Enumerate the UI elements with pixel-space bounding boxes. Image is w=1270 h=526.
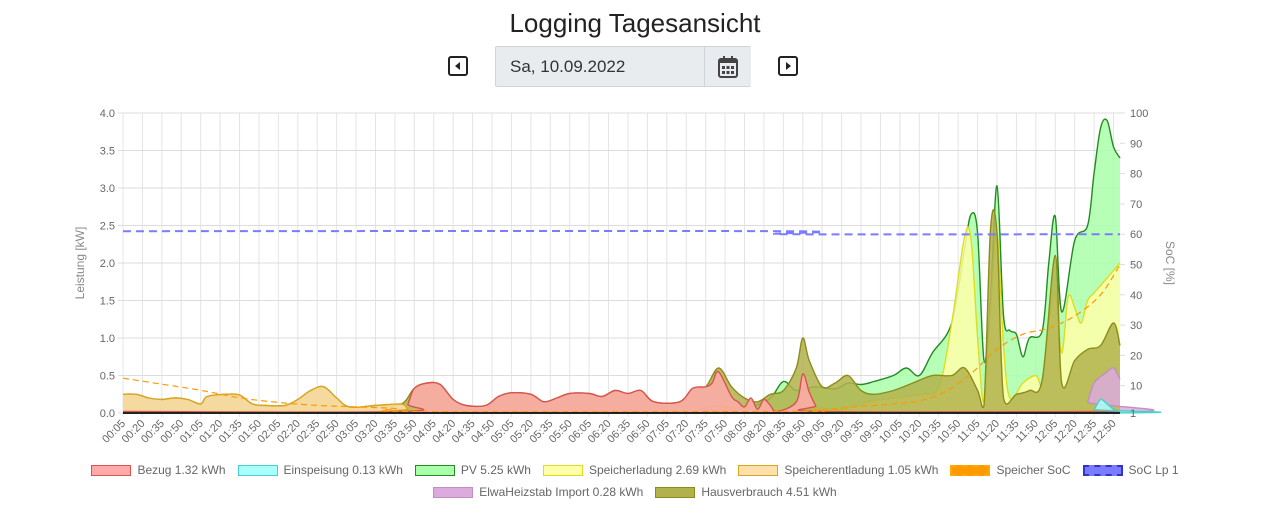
series-6	[122, 229, 1121, 236]
legend-item[interactable]: ElwaHeizstab Import 0.28 kWh	[433, 485, 643, 499]
series-line	[122, 264, 1121, 413]
legend-item[interactable]: Einspeisung 0.13 kWh	[237, 463, 403, 477]
legend-item[interactable]: Speicherladung 2.69 kWh	[542, 463, 727, 477]
legend-item[interactable]: Speicher SoC	[950, 463, 1071, 477]
legend-label: Einspeisung 0.13 kWh	[283, 463, 403, 477]
y-left-tick-label: 1.0	[100, 333, 115, 345]
caret-left-square-icon	[455, 62, 460, 70]
y-right-tick-label: 1	[1130, 408, 1136, 420]
legend-item[interactable]: Speicherentladung 1.05 kWh	[738, 463, 938, 477]
calendar-icon	[718, 56, 738, 78]
legend-swatch	[414, 464, 455, 476]
y-right-tick-label: 60	[1130, 229, 1142, 241]
y-right-tick-label: 90	[1130, 138, 1142, 150]
legend-item[interactable]: PV 5.25 kWh	[414, 463, 531, 477]
y-right-tick-label: 10	[1130, 381, 1142, 393]
legend-swatch	[237, 464, 278, 476]
page-title: Logging Tagesansicht	[509, 8, 761, 38]
legend-row: ElwaHeizstab Import 0.28 kWh Hausverbrauc…	[0, 481, 1270, 503]
y-right-tick-label: 30	[1130, 320, 1142, 332]
legend-item[interactable]: Bezug 1.32 kWh	[91, 463, 226, 477]
y-right-tick-label: 20	[1130, 350, 1142, 362]
y-left-tick-label: 0.5	[100, 371, 115, 383]
y-right-axis-title: SoC [%]	[1163, 241, 1177, 285]
legend-swatch	[950, 464, 991, 476]
series-line	[122, 229, 1121, 236]
series-line	[122, 370, 1121, 413]
legend-swatch	[738, 464, 779, 476]
legend-label: ElwaHeizstab Import 0.28 kWh	[479, 485, 644, 499]
y-left-tick-label: 0.0	[100, 408, 115, 420]
series-area	[123, 119, 1120, 413]
y-left-tick-label: 4.0	[100, 108, 115, 120]
legend-swatch	[655, 486, 696, 498]
legend-label: Bezug 1.32 kWh	[137, 463, 226, 477]
legend-swatch	[433, 486, 474, 498]
legend-label: Speicherentladung 1.05 kWh	[784, 463, 939, 477]
legend-label: Speicherladung 2.69 kWh	[588, 463, 727, 477]
series-0	[122, 370, 1121, 413]
legend-swatch	[1082, 464, 1123, 476]
y-right-tick-label: 80	[1130, 169, 1142, 181]
prev-day-button[interactable]	[448, 56, 468, 76]
y-left-tick-label: 3.5	[100, 146, 115, 158]
y-left-tick-label: 1.5	[100, 296, 115, 308]
legend-swatch	[542, 464, 583, 476]
legend-item[interactable]: Hausverbrauch 4.51 kWh	[655, 485, 837, 499]
date-input[interactable]	[496, 47, 704, 86]
date-picker	[495, 46, 751, 87]
y-right-tick-label: 50	[1130, 260, 1142, 272]
calendar-button[interactable]	[704, 47, 751, 86]
y-right-tick-label: 100	[1130, 108, 1148, 120]
series-5	[122, 264, 1121, 413]
legend: Bezug 1.32 kWh Einspeisung 0.13 kWh PV 5.2…	[0, 459, 1270, 503]
y-right-tick-label: 40	[1130, 290, 1142, 302]
y-left-tick-label: 3.0	[100, 183, 115, 195]
legend-label: SoC Lp 1	[1128, 463, 1179, 477]
legend-item[interactable]: SoC Lp 1	[1082, 463, 1179, 477]
y-left-tick-label: 2.5	[100, 221, 115, 233]
y-right-tick-label: 70	[1130, 199, 1142, 211]
caret-right-square-icon	[786, 62, 791, 70]
legend-label: PV 5.25 kWh	[460, 463, 531, 477]
legend-row: Bezug 1.32 kWh Einspeisung 0.13 kWh PV 5.2…	[0, 459, 1270, 481]
legend-label: Hausverbrauch 4.51 kWh	[701, 485, 837, 499]
legend-label: Speicher SoC	[996, 463, 1071, 477]
legend-swatch	[91, 464, 132, 476]
y-left-tick-label: 2.0	[100, 258, 115, 270]
y-left-axis-title: Leistung [kW]	[73, 227, 87, 300]
next-day-button[interactable]	[778, 56, 798, 76]
